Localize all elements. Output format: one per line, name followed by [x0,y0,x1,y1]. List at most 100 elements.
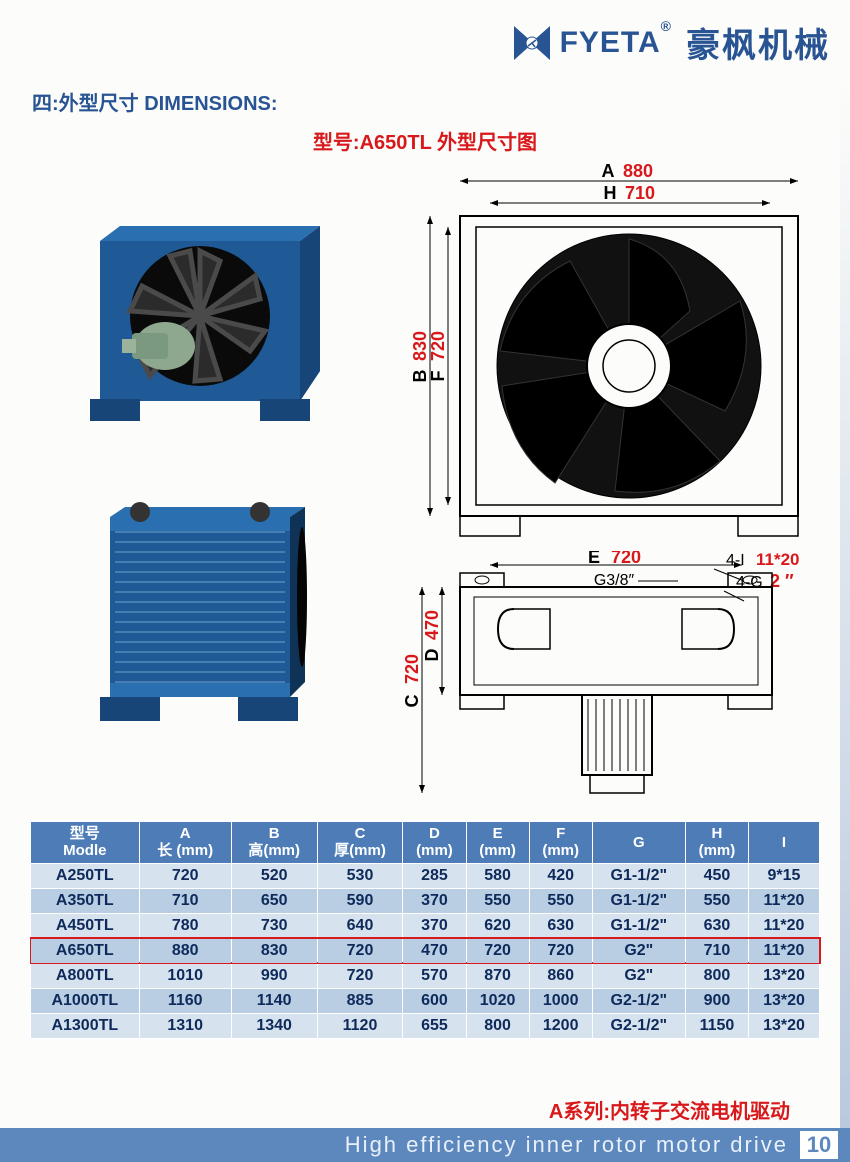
table-cell: 860 [529,963,592,988]
svg-text:2 ″: 2 ″ [770,571,794,591]
table-cell: G2-1/2" [592,1013,685,1038]
svg-text:H: H [604,183,617,203]
table-cell: 550 [685,888,748,913]
table-cell: 800 [466,1013,529,1038]
table-row: A1000TL1160114088560010201000G2-1/2"9001… [31,988,820,1013]
table-row: A650TL880830720470720720G2"71011*20 [31,938,820,963]
table-cell: 780 [139,913,231,938]
svg-text:710: 710 [625,183,655,203]
table-cell: 710 [139,888,231,913]
table-cell: 11*20 [748,888,819,913]
table-header: A长 (mm) [139,822,231,864]
drawing-top-view: E 720 G3/8″ 4-I 11*20 4-G 2 ″ [384,551,814,811]
table-cell: A350TL [31,888,140,913]
table-cell: 1020 [466,988,529,1013]
table-cell: 1010 [139,963,231,988]
table-cell: 620 [466,913,529,938]
table-header: 型号Modle [31,822,140,864]
table-cell: 1000 [529,988,592,1013]
table-header: G [592,822,685,864]
table-cell: 420 [529,863,592,888]
table-cell: A1300TL [31,1013,140,1038]
table-cell: 730 [231,913,317,938]
logo-icon [510,22,554,64]
table-cell: 720 [529,938,592,963]
table-row: A800TL1010990720570870860G2"80013*20 [31,963,820,988]
table-cell: A1000TL [31,988,140,1013]
table-cell: 640 [317,913,403,938]
table-cell: G2" [592,938,685,963]
table-cell: 710 [685,938,748,963]
svg-text:4-G: 4-G [736,574,763,591]
diagrams-area: A 880 H 710 B 830 F 720 E [0,161,850,811]
table-cell: G1-1/2" [592,863,685,888]
page-number: 10 [800,1131,838,1159]
table-cell: 630 [685,913,748,938]
svg-text:4-I: 4-I [726,552,745,569]
page-header: FYETA® 豪枫机械 [0,0,850,67]
table-cell: G2-1/2" [592,988,685,1013]
footer-red-text: A系列:内转子交流电机驱动 [0,1095,850,1124]
table-cell: 630 [529,913,592,938]
table-cell: 655 [403,1013,466,1038]
footer-blue-text: High efficiency inner rotor motor drive [345,1132,788,1158]
table-cell: 13*20 [748,988,819,1013]
table-cell: 650 [231,888,317,913]
table-row: A450TL780730640370620630G1-1/2"63011*20 [31,913,820,938]
table-cell: 830 [231,938,317,963]
table-header: D(mm) [403,822,466,864]
svg-text:F: F [428,371,448,382]
table-cell: 1340 [231,1013,317,1038]
table-cell: 520 [231,863,317,888]
svg-text:720: 720 [402,654,422,684]
table-cell: 870 [466,963,529,988]
table-cell: 530 [317,863,403,888]
table-cell: A800TL [31,963,140,988]
table-cell: 285 [403,863,466,888]
table-cell: 720 [317,963,403,988]
sub-title: 型号:A650TL 外型尺寸图 [0,126,850,155]
table-cell: 900 [685,988,748,1013]
svg-text:B: B [410,370,430,383]
table-cell: G2" [592,963,685,988]
brand-chinese: 豪枫机械 [686,18,830,67]
table-cell: 720 [466,938,529,963]
product-photo-1 [70,201,330,431]
svg-text:720: 720 [428,331,448,361]
svg-text:C: C [402,695,422,708]
table-cell: 720 [139,863,231,888]
table-cell: 550 [466,888,529,913]
table-cell: 370 [403,888,466,913]
table-cell: A650TL [31,938,140,963]
table-cell: 1160 [139,988,231,1013]
table-row: A250TL720520530285580420G1-1/2"4509*15 [31,863,820,888]
page-footer: A系列:内转子交流电机驱动 High efficiency inner roto… [0,1095,850,1162]
svg-text:720: 720 [611,551,641,567]
table-cell: 570 [403,963,466,988]
table-cell: 470 [403,938,466,963]
drawing-front: A 880 H 710 B 830 F 720 [390,161,810,551]
table-header: B高(mm) [231,822,317,864]
table-row: A1300TL1310134011206558001200G2-1/2"1150… [31,1013,820,1038]
table-row: A350TL710650590370550550G1-1/2"55011*20 [31,888,820,913]
table-cell: A250TL [31,863,140,888]
section-title: 四:外型尺寸 DIMENSIONS: [32,87,850,116]
table-cell: G1-1/2" [592,913,685,938]
table-cell: 550 [529,888,592,913]
side-gradient [840,80,850,1128]
table-cell: 1200 [529,1013,592,1038]
table-cell: 885 [317,988,403,1013]
table-cell: 590 [317,888,403,913]
table-cell: 720 [317,938,403,963]
table-header: E(mm) [466,822,529,864]
table-cell: 1310 [139,1013,231,1038]
table-header: F(mm) [529,822,592,864]
table-cell: 1120 [317,1013,403,1038]
svg-text:880: 880 [623,161,653,181]
table-cell: 1150 [685,1013,748,1038]
table-cell: 450 [685,863,748,888]
table-cell: 13*20 [748,1013,819,1038]
table-cell: 1140 [231,988,317,1013]
table-cell: 9*15 [748,863,819,888]
table-cell: 600 [403,988,466,1013]
